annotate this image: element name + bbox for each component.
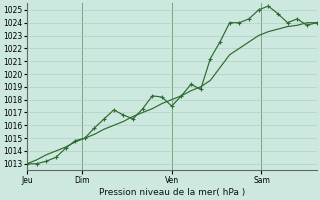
X-axis label: Pression niveau de la mer( hPa ): Pression niveau de la mer( hPa ) xyxy=(99,188,245,197)
